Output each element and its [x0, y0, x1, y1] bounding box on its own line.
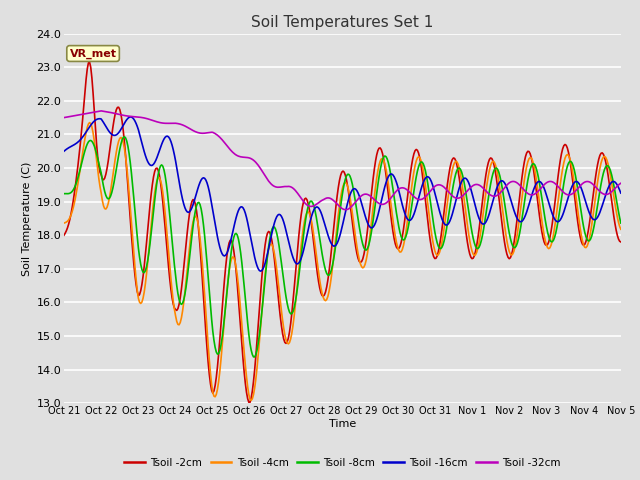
Text: VR_met: VR_met: [70, 48, 116, 59]
Legend: Tsoil -2cm, Tsoil -4cm, Tsoil -8cm, Tsoil -16cm, Tsoil -32cm: Tsoil -2cm, Tsoil -4cm, Tsoil -8cm, Tsoi…: [120, 454, 564, 472]
X-axis label: Time: Time: [329, 419, 356, 429]
Title: Soil Temperatures Set 1: Soil Temperatures Set 1: [252, 15, 433, 30]
Y-axis label: Soil Temperature (C): Soil Temperature (C): [22, 161, 32, 276]
